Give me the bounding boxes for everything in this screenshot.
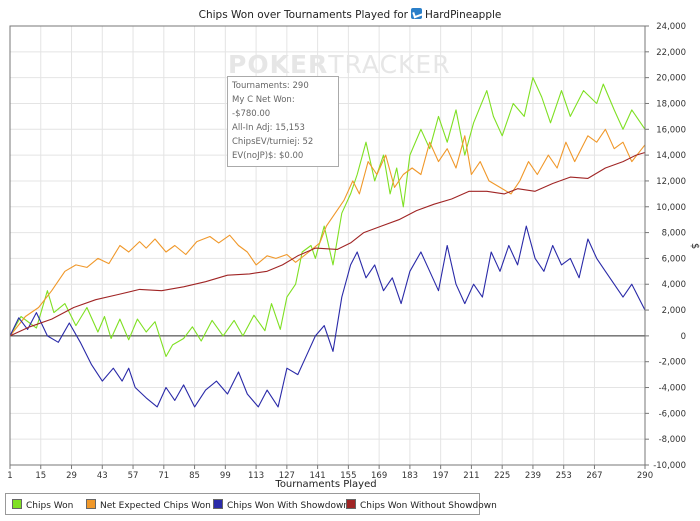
chart-title-prefix: Chips Won over Tournaments Played for bbox=[198, 9, 408, 21]
tooltip-line: Tournaments: 290 bbox=[232, 81, 309, 91]
series-line bbox=[9, 151, 646, 337]
y-axis-ticks: -10,000 -8,000 -6,000 -4,000 -2,000 0 2,000 4,0… bbox=[645, 22, 686, 471]
legend-swatch bbox=[213, 499, 223, 509]
x-tick-label: 57 bbox=[128, 471, 139, 481]
y-tick-label: -10,000 bbox=[653, 461, 686, 471]
x-tick-label: 197 bbox=[433, 471, 449, 481]
x-tick-label: 85 bbox=[189, 471, 200, 481]
y-tick-label: 4,000 bbox=[662, 280, 686, 290]
legend-swatch bbox=[12, 499, 22, 509]
chart-axes bbox=[9, 25, 646, 466]
tooltip-line: EV(noJP)$: $0.00 bbox=[232, 151, 304, 161]
tooltip-line: All-In Adj: 15,153 bbox=[232, 123, 305, 133]
x-tick-label: 239 bbox=[525, 471, 541, 481]
y-tick-label: 6,000 bbox=[662, 254, 686, 264]
x-tick-label: 211 bbox=[463, 471, 479, 481]
y-tick-label: -8,000 bbox=[659, 435, 686, 445]
legend-label: Chips Won With Showdown bbox=[227, 501, 350, 511]
y-tick-label: 14,000 bbox=[656, 151, 686, 161]
tooltip-line: ChipsEV/turniej: 52 bbox=[232, 137, 314, 147]
chart-legend: Chips Won Net Expected Chips Won Chips W… bbox=[5, 493, 497, 515]
x-axis-label: Tournaments Played bbox=[274, 479, 376, 490]
legend-item-without-showdown[interactable]: Chips Won Without Showdown bbox=[346, 499, 497, 511]
pokerstars-icon bbox=[410, 8, 422, 19]
legend-swatch bbox=[346, 499, 356, 509]
x-tick-label: 29 bbox=[66, 471, 77, 481]
x-tick-label: 141 bbox=[309, 471, 325, 481]
pokertracker-watermark: POKERTRACKER bbox=[228, 50, 451, 79]
y-tick-label: 10,000 bbox=[656, 203, 686, 213]
x-tick-label: 225 bbox=[494, 471, 510, 481]
series-line bbox=[9, 225, 646, 408]
legend-item-chips-won[interactable]: Chips Won bbox=[12, 499, 73, 511]
series-group bbox=[9, 77, 646, 408]
y-tick-label: 16,000 bbox=[656, 125, 686, 135]
x-tick-label: 15 bbox=[35, 471, 46, 481]
series-line bbox=[9, 128, 646, 337]
chart-title-player: HardPineapple bbox=[424, 9, 502, 21]
x-tick-label: 169 bbox=[371, 471, 387, 481]
y-tick-label: 2,000 bbox=[662, 306, 686, 316]
y-tick-label: -2,000 bbox=[659, 358, 686, 368]
x-tick-label: 290 bbox=[637, 471, 653, 481]
watermark-thin: TRACKER bbox=[328, 50, 451, 79]
x-tick-label: 71 bbox=[158, 471, 169, 481]
legend-label: Chips Won bbox=[26, 501, 74, 511]
y-tick-label: 24,000 bbox=[656, 22, 686, 32]
y-tick-label: 22,000 bbox=[656, 48, 686, 58]
y-tick-label: 18,000 bbox=[656, 99, 686, 109]
tooltip-line: My C Net Won: -$780.00 bbox=[232, 95, 295, 119]
x-tick-label: 155 bbox=[340, 471, 356, 481]
x-tick-label: 253 bbox=[556, 471, 572, 481]
legend-label: Chips Won Without Showdown bbox=[360, 501, 497, 511]
y-tick-label: 20,000 bbox=[656, 74, 686, 84]
plot-frame bbox=[9, 25, 646, 466]
x-tick-label: 183 bbox=[402, 471, 418, 481]
y-tick-label: -4,000 bbox=[659, 384, 686, 394]
x-tick-label: 127 bbox=[279, 471, 295, 481]
legend-label: Net Expected Chips Won bbox=[100, 501, 211, 511]
x-tick-label: 1 bbox=[7, 471, 12, 481]
y-tick-label: 8,000 bbox=[662, 229, 686, 239]
chart-title: Chips Won over Tournaments Played for Har… bbox=[0, 8, 700, 21]
x-tick-label: 99 bbox=[220, 471, 231, 481]
x-tick-label: 113 bbox=[248, 471, 264, 481]
stats-tooltip: Tournaments: 290 My C Net Won: -$780.00 … bbox=[227, 76, 339, 167]
x-tick-label: 43 bbox=[97, 471, 108, 481]
x-axis-ticks: 1 15 29 43 57 71 85 99 113 127 141 155 169 183 197 211 2… bbox=[7, 465, 653, 481]
y-tick-label: -6,000 bbox=[659, 409, 686, 419]
x-tick-label: 267 bbox=[586, 471, 602, 481]
y-tick-label: 0 bbox=[681, 332, 686, 342]
legend-item-net-expected[interactable]: Net Expected Chips Won bbox=[86, 499, 211, 511]
legend-swatch bbox=[86, 499, 96, 509]
legend-item-with-showdown[interactable]: Chips Won With Showdown bbox=[213, 499, 349, 511]
series-line bbox=[9, 77, 646, 358]
y-axis-label: $ bbox=[689, 243, 700, 249]
y-tick-label: 12,000 bbox=[656, 177, 686, 187]
watermark-bold: POKER bbox=[228, 50, 329, 79]
